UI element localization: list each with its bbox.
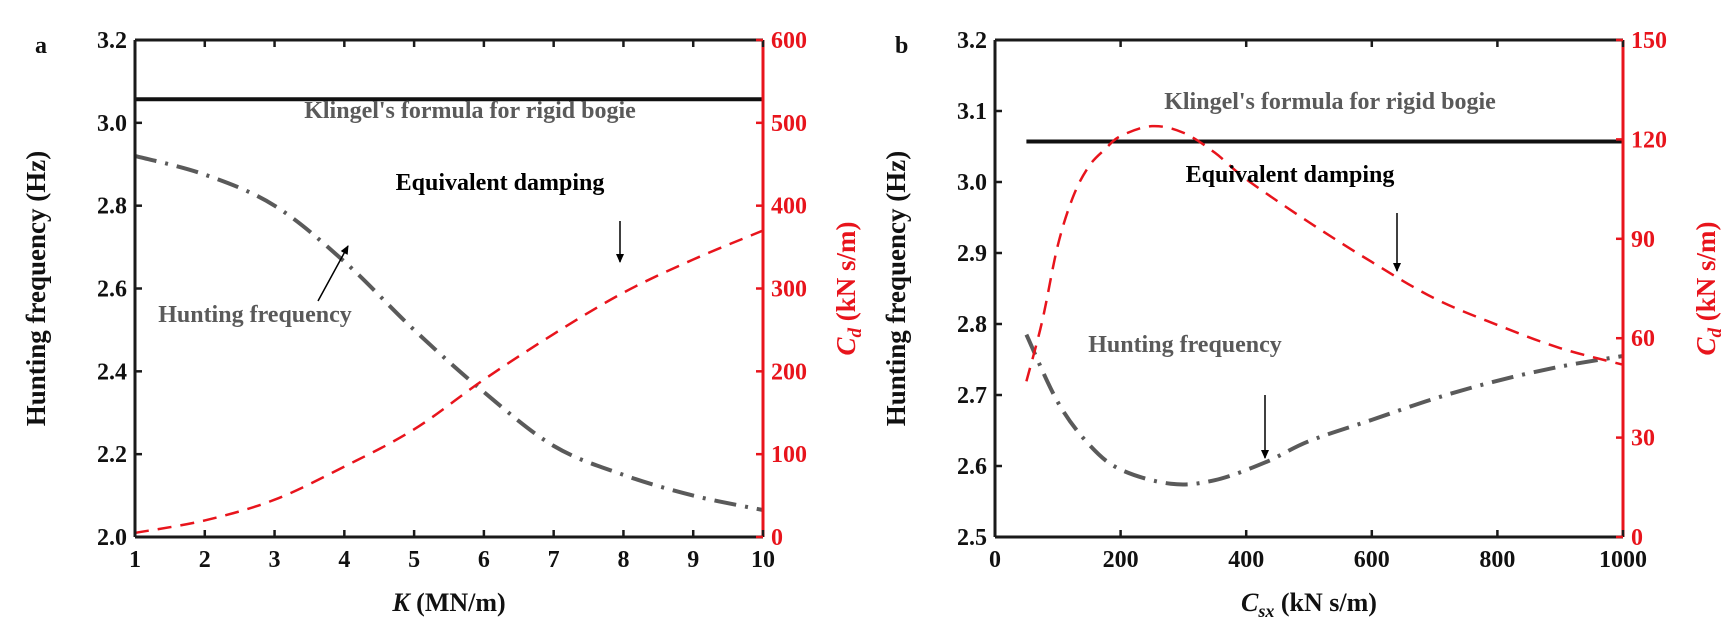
y-tick-label: 3.1 xyxy=(957,99,987,125)
klingel-annotation: Klingel's formula for rigid bogie xyxy=(1164,89,1496,115)
panel-b: 0 200 400 600 800 10002.52.62.72.82.93.03.13.… xyxy=(881,28,1723,621)
x-tick-label: 200 xyxy=(1103,547,1139,573)
y-axis-label: Hunting frequency (Hz) xyxy=(881,151,911,427)
y2-axis-label-symbol: C xyxy=(1691,337,1721,356)
y-tick-label: 3.0 xyxy=(97,111,127,137)
x-axis-label-symbol: K xyxy=(391,588,411,617)
x-axis-label-unit: (kN s/m) xyxy=(1274,588,1377,617)
x-axis-label-symbol: C xyxy=(1241,588,1259,617)
y2-tick-label: 600 xyxy=(771,28,807,54)
hunting-frequency-line xyxy=(1024,333,1624,487)
hunting-frequency-line xyxy=(134,154,764,513)
hunting-frequency-annotation: Hunting frequency xyxy=(1088,332,1282,358)
x-tick-label: 1 xyxy=(129,547,141,573)
y-tick-label: 3.2 xyxy=(957,28,987,54)
y2-tick-label: 60 xyxy=(1631,326,1655,352)
panel-a: 1 2 3 4 5 6 7 8 9 10 2.0 2.2 2.4 2.6 2.8 3.0 3.2 0 100 200 3… xyxy=(21,28,866,617)
y-tick-label: 3.0 xyxy=(957,170,987,196)
y2-axis-label: Cd (kN s/m) xyxy=(1691,221,1723,355)
y2-axis-label-unit: (kN s/m) xyxy=(1691,221,1721,328)
x-tick-label: 5 xyxy=(408,547,420,573)
y-tick-label: 2.5 xyxy=(957,525,987,551)
hunting-arrow xyxy=(317,245,349,302)
x-tick-label: 800 xyxy=(1479,547,1515,573)
x-axis-label: Csx (kN s/m) xyxy=(1241,588,1377,621)
y2-tick-label: 0 xyxy=(1631,525,1643,551)
x-tick-label: 1000 xyxy=(1599,547,1647,573)
x-tick-label: 9 xyxy=(687,547,699,573)
y2-tick-label: 400 xyxy=(771,194,807,220)
y2-axis-label: Cd (kN s/m) xyxy=(831,221,866,355)
x-tick-label: 600 xyxy=(1354,547,1390,573)
y2-tick-label: 150 xyxy=(1631,28,1667,54)
x-tick-label: 8 xyxy=(617,547,629,573)
equivalent-damping-annotation: Equivalent damping xyxy=(1186,162,1395,188)
equivalent-damping-annotation: Equivalent damping xyxy=(396,170,605,196)
y2-tick-label: 0 xyxy=(771,525,783,551)
y-tick-label: 2.8 xyxy=(957,312,987,338)
y-tick-label: 2.6 xyxy=(957,454,987,480)
x-tick-label: 2 xyxy=(199,547,211,573)
klingel-annotation: Klingel's formula for rigid bogie xyxy=(304,98,636,124)
equivalent-damping-line xyxy=(1025,124,1624,382)
x-tick-label: 400 xyxy=(1228,547,1264,573)
y2-axis-label-unit: (kN s/m) xyxy=(831,221,861,328)
y2-tick-label: 90 xyxy=(1631,227,1655,253)
x-tick-label: 3 xyxy=(269,547,281,573)
y-tick-label: 2.9 xyxy=(957,241,987,267)
y2-axis-label-subscript: d xyxy=(1705,327,1723,337)
equivalent-damping-line xyxy=(134,229,764,535)
y2-tick-label: 120 xyxy=(1631,127,1667,153)
y-tick-label: 2.7 xyxy=(957,383,987,409)
x-axis-label-unit: (MN/m) xyxy=(410,588,506,617)
y2-tick-label: 100 xyxy=(771,442,807,468)
y-tick-label: 2.6 xyxy=(97,277,127,303)
y-tick-label: 2.4 xyxy=(97,359,127,385)
y-tick-label: 2.8 xyxy=(97,194,127,220)
panel-label: a xyxy=(35,33,47,59)
x-tick-label: 10 xyxy=(751,547,775,573)
y2-axis-label-subscript: d xyxy=(845,327,866,337)
y-tick-label: 3.2 xyxy=(97,28,127,54)
x-axis-label: K (MN/m) xyxy=(391,588,505,617)
hunting-frequency-annotation: Hunting frequency xyxy=(158,302,352,328)
y2-axis-label-symbol: C xyxy=(831,337,861,356)
y2-tick-label: 200 xyxy=(771,359,807,385)
x-tick-label: 6 xyxy=(478,547,490,573)
x-tick-label: 4 xyxy=(338,547,350,573)
y2-tick-label: 300 xyxy=(771,277,807,303)
x-tick-label: 7 xyxy=(548,547,560,573)
y-axis-label: Hunting frequency (Hz) xyxy=(21,151,51,427)
y2-tick-label: 30 xyxy=(1631,426,1655,452)
panel-label: b xyxy=(895,33,908,59)
y-tick-label: 2.2 xyxy=(97,442,127,468)
x-tick-label: 0 xyxy=(989,547,1001,573)
y-tick-label: 2.0 xyxy=(97,525,127,551)
x-axis-label-subscript: sx xyxy=(1257,601,1274,621)
y2-tick-label: 500 xyxy=(771,111,807,137)
